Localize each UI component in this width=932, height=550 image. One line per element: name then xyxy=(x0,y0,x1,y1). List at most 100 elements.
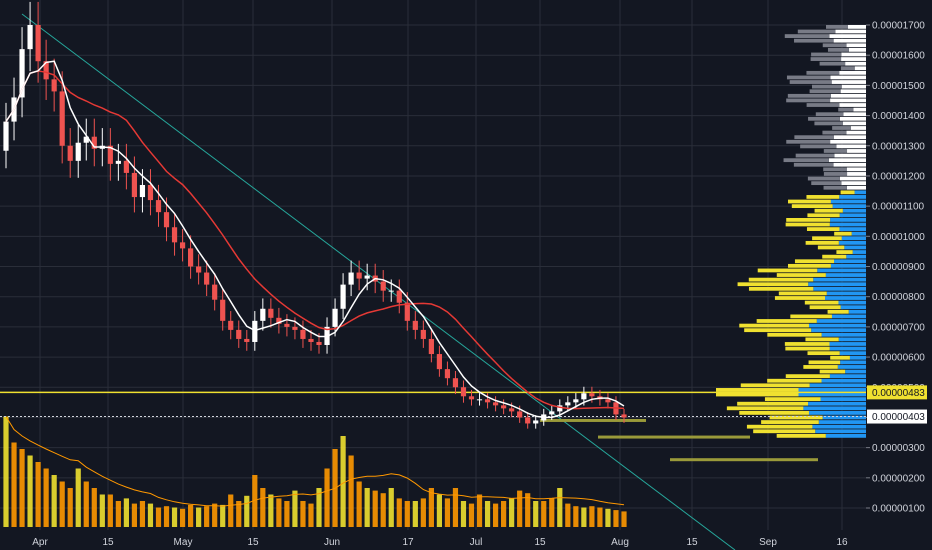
profile-bar-up xyxy=(841,52,866,57)
volume-bar xyxy=(565,503,571,527)
profile-bar-down xyxy=(764,397,821,402)
y-tick-label: 0.00000200 xyxy=(872,473,925,484)
x-tick-label: 17 xyxy=(402,537,414,548)
profile-bar-down xyxy=(815,112,844,117)
y-tick-label: 0.00001300 xyxy=(872,141,925,152)
profile-bar-up xyxy=(839,227,866,231)
volume-bar xyxy=(179,508,186,527)
profile-bar-down xyxy=(814,121,843,126)
profile-bar-down xyxy=(778,291,827,296)
profile-bar-up xyxy=(821,378,866,383)
profile-bar-down xyxy=(794,259,835,264)
profile-bar-down xyxy=(810,57,842,61)
profile-bar-down xyxy=(737,401,809,406)
profile-bar-up xyxy=(816,319,866,323)
profile-bar-up xyxy=(838,300,866,305)
candle-body xyxy=(492,402,499,406)
volume-bar xyxy=(605,508,611,527)
candle-body xyxy=(163,212,170,228)
profile-bar-up xyxy=(845,369,866,374)
profile-bar-down xyxy=(809,305,841,310)
candle-body xyxy=(236,329,242,339)
profile-bar-up xyxy=(817,268,866,273)
volume-bar xyxy=(91,488,97,527)
profile-bar-up xyxy=(808,282,866,287)
profile-bar-up xyxy=(830,98,866,103)
profile-bar-down xyxy=(748,277,814,282)
volume-bar xyxy=(468,503,475,527)
volume-bar xyxy=(388,488,394,527)
volume-bar xyxy=(476,494,483,527)
profile-bar-up xyxy=(820,397,866,402)
profile-bar-up xyxy=(848,25,866,29)
profile-bar-down xyxy=(785,374,830,379)
x-tick-label: Aug xyxy=(611,537,629,548)
profile-bar-up xyxy=(846,130,866,135)
profile-bar-down xyxy=(823,172,848,176)
candle-body xyxy=(396,290,402,303)
candle-body xyxy=(147,184,154,201)
profile-bar-up xyxy=(838,240,866,245)
profile-bar-up xyxy=(815,429,866,434)
volume-bar xyxy=(533,501,539,527)
profile-bar-up xyxy=(836,144,866,149)
profile-bar-up xyxy=(844,245,866,250)
profile-bar-up xyxy=(809,383,866,388)
profile-bar-up xyxy=(846,43,866,48)
y-tick-label: 0.00000600 xyxy=(872,353,925,364)
profile-bar-down xyxy=(812,236,842,241)
candle-body xyxy=(204,272,210,285)
candle-body xyxy=(404,302,410,321)
profile-bar-up xyxy=(843,112,866,117)
volume-bar xyxy=(139,501,146,527)
volume-bar xyxy=(436,494,443,527)
volume-bar xyxy=(244,495,250,527)
y-tick-label: 0.00001600 xyxy=(872,51,925,62)
volume-bar xyxy=(501,501,507,527)
volume-bar xyxy=(163,506,170,527)
profile-bar-down xyxy=(784,34,830,38)
profile-bar-down xyxy=(737,282,809,287)
candle-body xyxy=(268,308,274,318)
profile-bar-up xyxy=(829,374,866,379)
profile-bar-up xyxy=(839,195,866,199)
profile-bar-up xyxy=(851,231,866,236)
profile-bar-down xyxy=(811,84,842,89)
candle-body xyxy=(252,320,258,342)
y-tick-label: 0.00001000 xyxy=(872,232,925,243)
profile-bar-down xyxy=(787,93,831,98)
trendline xyxy=(21,13,736,550)
x-tick-label: Jul xyxy=(470,537,483,548)
profile-bar-down xyxy=(827,309,849,314)
volume-bar xyxy=(509,498,515,527)
profile-bar-down xyxy=(809,89,841,94)
x-tick-label: 16 xyxy=(836,537,848,548)
profile-bar-up xyxy=(841,84,866,89)
volume-bar xyxy=(204,506,210,527)
candle-body xyxy=(171,227,178,243)
candle-body xyxy=(356,272,362,279)
x-tick-label: May xyxy=(174,537,193,548)
profile-bar-up xyxy=(821,332,866,337)
profile-bar-down xyxy=(787,263,831,268)
volume-profile xyxy=(716,25,866,438)
candle-body xyxy=(35,25,41,62)
candle-body xyxy=(460,387,467,397)
candle-body xyxy=(444,369,451,379)
profile-bar-down xyxy=(838,107,854,112)
profile-bar-down xyxy=(716,392,799,397)
candle-body xyxy=(228,320,234,330)
volume-bar xyxy=(396,498,402,527)
volume-bar xyxy=(252,475,258,527)
volume-bar xyxy=(75,468,81,527)
profile-bar-down xyxy=(808,116,840,121)
profile-bar-up xyxy=(845,61,866,66)
volume-bar xyxy=(123,498,129,527)
support-segment xyxy=(670,458,818,462)
volume-bar xyxy=(83,481,89,527)
volume-ma-line xyxy=(5,416,625,507)
time-axis[interactable]: Apr 15 May 15 Jun 17 Jul 15 Aug 15 Sep 16 xyxy=(32,537,848,548)
profile-bar-down xyxy=(803,365,838,369)
candle-body xyxy=(476,399,483,401)
